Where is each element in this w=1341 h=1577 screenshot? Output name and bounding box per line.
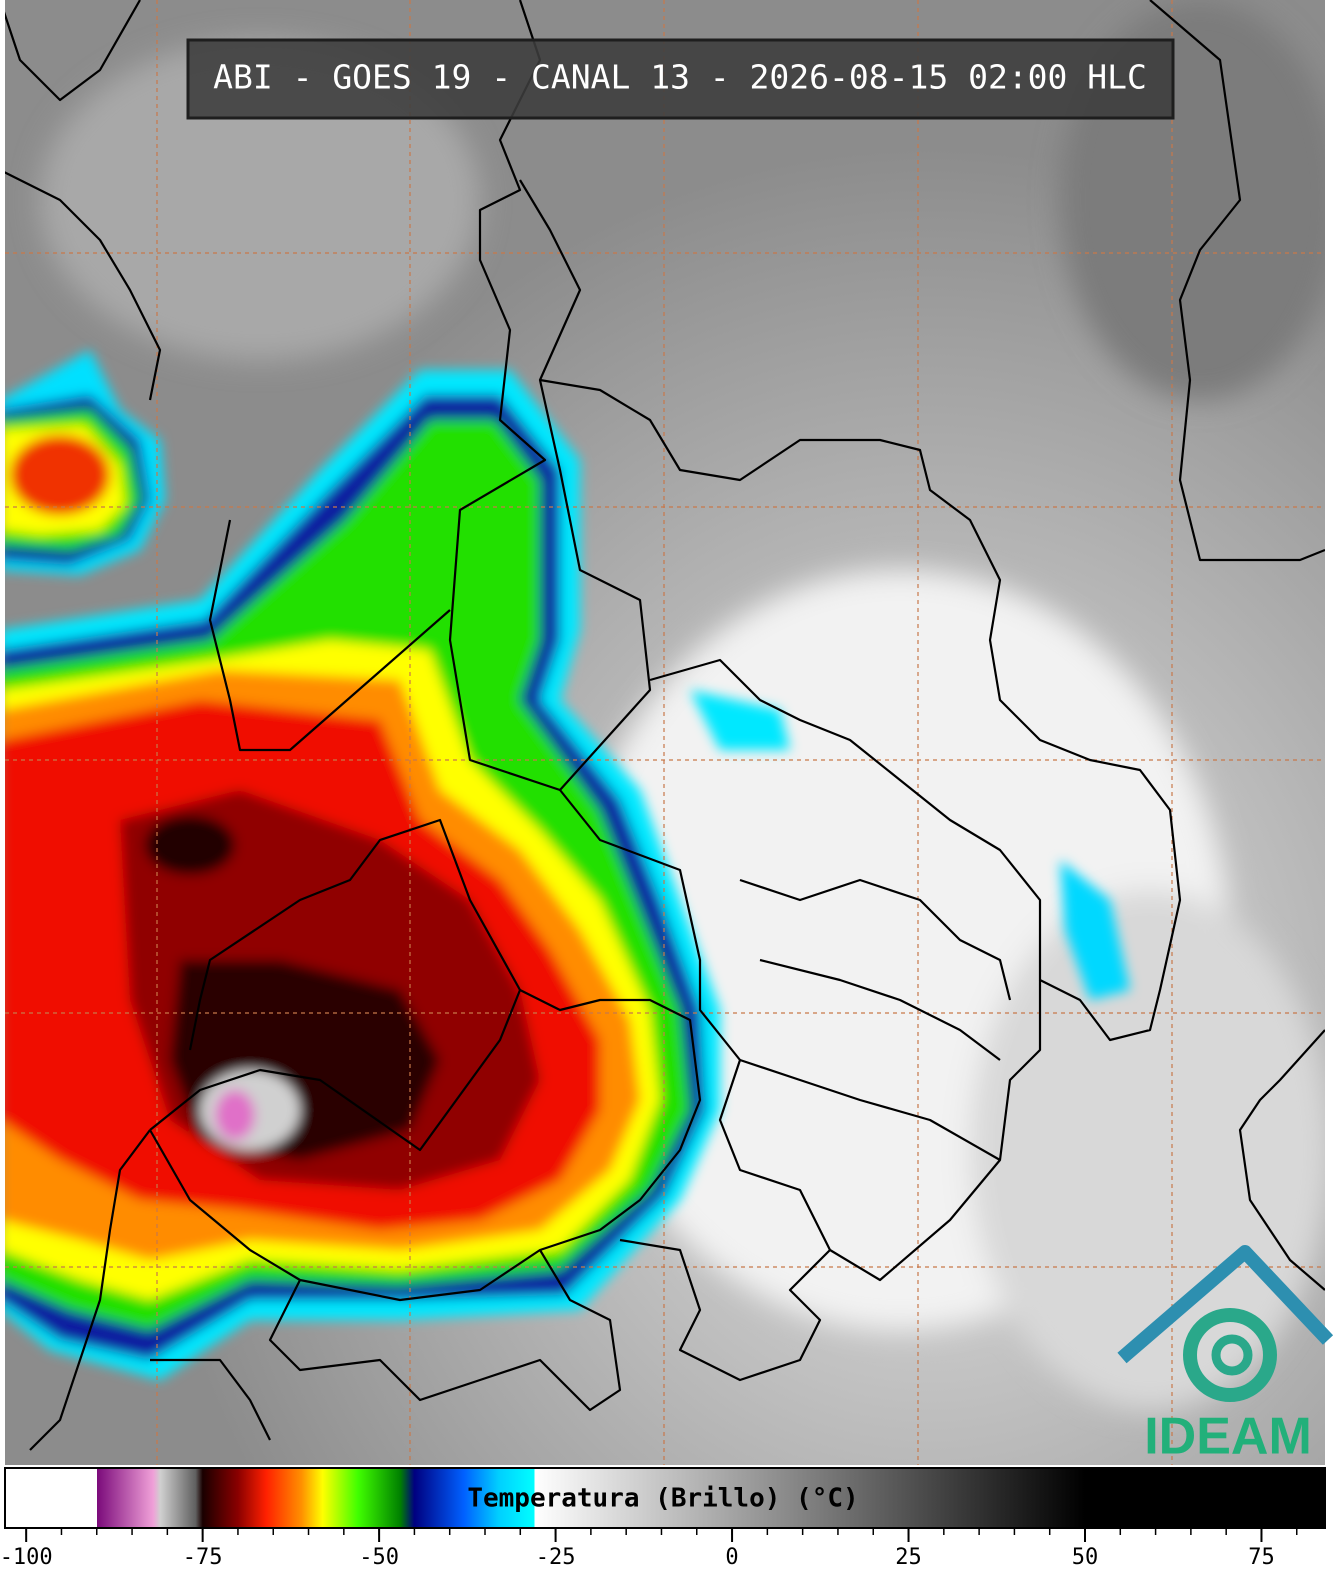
tick-label: -25 — [536, 1545, 576, 1570]
title-box: ABI - GOES 19 - CANAL 13 - 2026-08-15 02… — [186, 38, 1175, 120]
map-title: ABI - GOES 19 - CANAL 13 - 2026-08-15 02… — [213, 58, 1147, 97]
colorbar: Temperatura (Brillo) (°C) -100 -75 -50 -25 0… — [0, 1467, 1326, 1570]
colorbar-label: Temperatura (Brillo) (°C) — [467, 1484, 858, 1514]
tick-label: -100 — [0, 1545, 53, 1570]
logo: IDEAM — [1117, 1245, 1334, 1466]
tick-label: 75 — [1248, 1545, 1275, 1570]
tick-label: -50 — [359, 1545, 399, 1570]
boundaries — [5, 0, 1325, 1451]
colorbar-ramp — [4, 1467, 1326, 1529]
tick-label: 0 — [725, 1545, 738, 1570]
tick-label: 50 — [1072, 1545, 1099, 1570]
tick-label: 25 — [895, 1545, 922, 1570]
logo-text: IDEAM — [1144, 1408, 1312, 1466]
tick-label: -75 — [183, 1545, 223, 1570]
imagery — [5, 0, 1325, 1465]
